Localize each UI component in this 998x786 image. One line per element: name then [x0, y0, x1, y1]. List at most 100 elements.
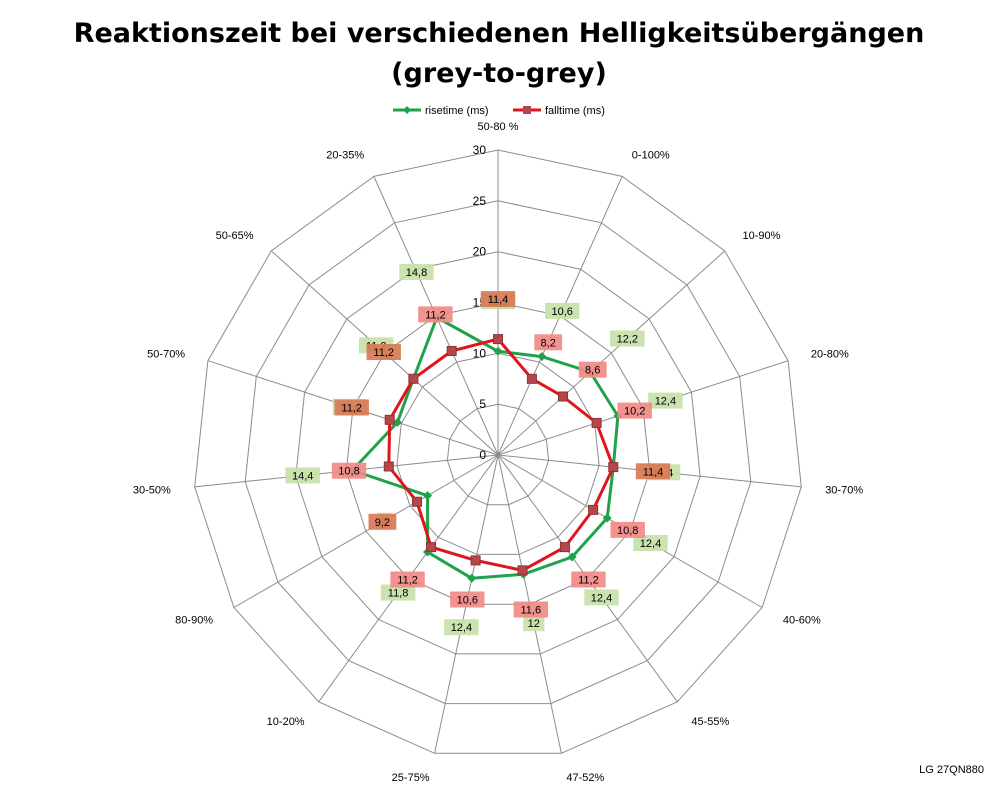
data-point-square: [588, 504, 599, 515]
data-label: 11,2: [425, 309, 446, 321]
data-label-bg: [617, 402, 652, 419]
data-label-bg: [418, 306, 453, 323]
data-label-bg: [450, 591, 485, 608]
data-point-square: [470, 555, 481, 566]
model-footnote: LG 27QN880: [919, 764, 984, 776]
data-point-diamond: [467, 573, 477, 583]
grid-ring: [345, 301, 651, 605]
data-label: 12,4: [451, 622, 472, 634]
data-label: 11,8: [388, 588, 409, 600]
data-label-bg: [285, 467, 320, 484]
category-label: 50-70%: [147, 348, 185, 360]
data-point-square: [493, 334, 503, 345]
data-label-bg: [480, 291, 516, 308]
data-label: 12,4: [640, 538, 661, 550]
data-point-diamond: [392, 417, 402, 427]
series-line: [387, 337, 615, 572]
category-label: 10-90%: [743, 230, 781, 242]
data-point-diamond: [493, 346, 503, 356]
data-label-bg: [534, 334, 563, 351]
data-label: 14,4: [292, 471, 313, 483]
data-label: 11,2: [578, 575, 599, 587]
data-label-bg: [444, 619, 479, 636]
data-label-bg: [648, 392, 683, 409]
data-point-square: [408, 373, 419, 384]
grid-ring: [295, 251, 701, 655]
series-line: [350, 316, 620, 580]
data-label-bg: [610, 521, 645, 538]
data-point-square: [446, 345, 457, 356]
category-label: 45-55%: [691, 716, 729, 728]
data-label: 10,8: [338, 466, 359, 478]
category-label: 50-65%: [216, 230, 254, 242]
data-point-square: [411, 496, 422, 507]
data-label-bg: [334, 399, 369, 416]
data-label-bg: [513, 601, 548, 618]
radial-tick-label: 0: [479, 448, 486, 462]
data-label: 12: [528, 618, 540, 630]
category-label: 30-50%: [133, 484, 171, 496]
chart-title-line-1: Reaktionszeit bei verschiedenen Helligke…: [73, 18, 925, 49]
data-label: 11,4: [488, 294, 509, 306]
data-label-bg: [578, 361, 607, 378]
data-label-bg: [584, 589, 619, 606]
data-point-square: [608, 462, 619, 473]
grid-ring: [396, 352, 600, 555]
data-label-bg: [610, 330, 645, 347]
grid-ring: [194, 149, 802, 754]
grid-ring: [446, 403, 550, 506]
data-point-square: [557, 391, 568, 402]
data-label-bg: [635, 463, 671, 480]
category-label: 10-20%: [267, 716, 305, 728]
data-label-bg: [366, 344, 401, 360]
data-label: 11,6: [521, 605, 542, 617]
radial-tick-label: 25: [473, 194, 487, 208]
category-label: 80-90%: [175, 615, 213, 627]
category-label: 20-80%: [811, 348, 849, 360]
data-label-bg: [571, 571, 606, 588]
radial-tick-label: 20: [473, 245, 487, 259]
data-point-diamond: [423, 491, 433, 501]
legend-marker-diamond: [403, 106, 411, 114]
radial-tick-label: 30: [473, 143, 487, 157]
legend-label: risetime (ms): [425, 105, 489, 117]
data-label: 10,6: [457, 595, 478, 607]
data-point-diamond: [567, 552, 577, 562]
data-label: 8,2: [541, 337, 556, 349]
radar-series: [347, 313, 623, 583]
category-label: 40-60%: [783, 615, 821, 627]
grid-spoke: [497, 250, 726, 456]
radial-tick-label: 5: [479, 397, 486, 411]
grid-ring: [244, 200, 752, 705]
data-label-bg: [390, 571, 425, 588]
radial-tick-label: 10: [473, 346, 487, 360]
category-label: 20-35%: [326, 149, 364, 161]
data-labels: 10,210,612,212,411,412,412,41212,411,881…: [285, 263, 683, 636]
data-point-square: [426, 542, 437, 553]
legend-marker-square: [523, 106, 531, 114]
data-label-bg: [399, 263, 434, 280]
category-label: 25-75%: [392, 772, 430, 784]
data-label: 11,2: [341, 403, 362, 415]
data-label-bg: [633, 535, 668, 551]
data-label-bg: [545, 302, 580, 319]
category-label: 30-70%: [825, 484, 863, 496]
data-label: 8,6: [585, 365, 600, 377]
category-label: 0-100%: [632, 149, 670, 161]
data-point-square: [591, 417, 602, 428]
data-point-square: [383, 461, 394, 472]
data-label-bg: [380, 584, 416, 601]
chart-legend: risetime (ms) falltime (ms): [393, 105, 605, 117]
data-label: 11,2: [397, 575, 418, 587]
data-point-square: [517, 565, 528, 576]
category-label: 47-52%: [566, 772, 604, 784]
data-label-bg: [331, 462, 367, 479]
chart-title-line-2: (grey-to-grey): [391, 58, 607, 89]
data-label: 14,8: [406, 267, 427, 279]
data-label: 9,2: [375, 517, 390, 529]
data-label: 12,2: [617, 334, 638, 346]
data-label: 10,8: [617, 525, 638, 537]
data-label: 11,2: [373, 347, 394, 359]
